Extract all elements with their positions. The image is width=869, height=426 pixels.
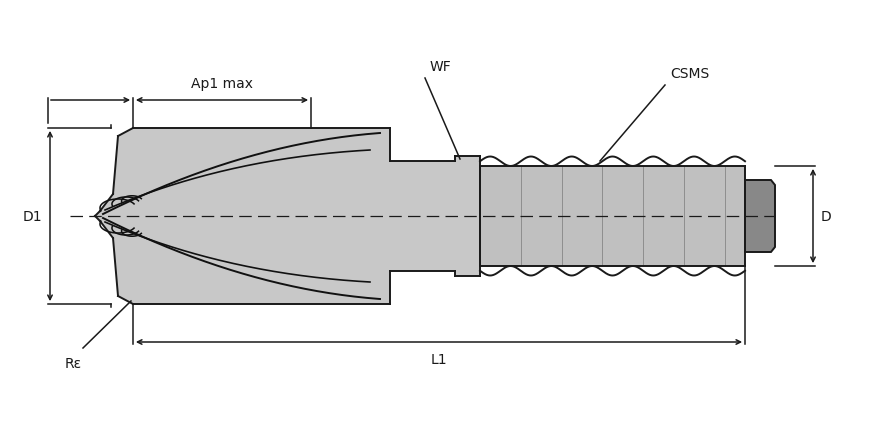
Text: Ap1 max: Ap1 max bbox=[191, 77, 253, 91]
Polygon shape bbox=[95, 129, 480, 304]
Text: CSMS: CSMS bbox=[670, 67, 709, 81]
Text: D1: D1 bbox=[23, 210, 42, 224]
Polygon shape bbox=[480, 167, 745, 266]
Text: L1: L1 bbox=[431, 352, 448, 366]
Polygon shape bbox=[745, 181, 775, 253]
Text: WF: WF bbox=[430, 60, 452, 74]
Text: D: D bbox=[821, 210, 832, 224]
Text: Rε: Rε bbox=[65, 356, 83, 370]
Polygon shape bbox=[745, 181, 775, 253]
